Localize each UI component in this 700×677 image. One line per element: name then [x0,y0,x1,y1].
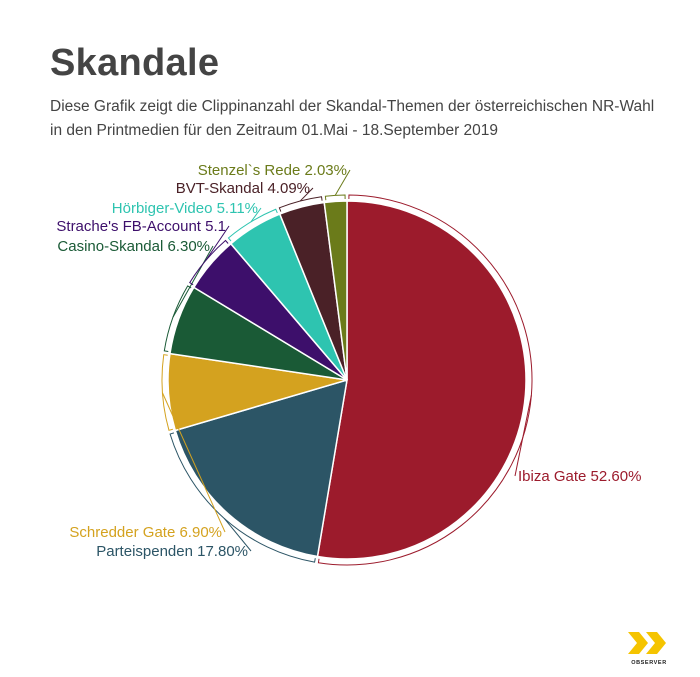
page-subtitle: Diese Grafik zeigt die Clippinanzahl der… [50,95,670,143]
slice-label: Casino-Skandal 6.30% [57,238,210,255]
slice-bracket [317,194,533,566]
logo-text: OBSERVER [631,660,667,666]
slice-label: Ibiza Gate 52.60% [518,468,641,485]
leader-line [250,207,262,223]
subtitle-line-1: Diese Grafik zeigt die Clippinanzahl der… [50,98,655,115]
slice-bracket [189,239,229,286]
leader-line [514,395,532,477]
slice-bracket [227,208,278,242]
slice-label: Stenzel`s Rede 2.03% [198,162,347,179]
pie-slice [316,200,527,560]
page-title: Skandale [50,42,220,84]
pie-slice [174,378,348,558]
leader-line [172,245,214,318]
slice-label: Strache's FB-Account 5.1 [56,218,226,235]
leader-line [205,225,230,261]
leader-line [223,518,252,552]
leader-line [299,187,314,202]
slice-label: Schredder Gate 6.90% [69,524,222,541]
subtitle-line-2: in den Printmedien für den Zeitraum 01.M… [50,122,499,139]
observer-logo: OBSERVER [628,632,667,666]
slice-label: Hörbiger-Video 5.11% [112,200,258,217]
leader-line [334,169,351,196]
leader-line [161,392,226,533]
pie-slice [323,200,348,381]
slice-label: Parteispenden 17.80% [96,543,248,560]
double-chevron-icon [628,632,666,654]
slice-bracket [324,194,346,201]
slice-label: BVT-Skandal 4.09% [176,180,310,197]
slice-bracket [278,196,323,212]
